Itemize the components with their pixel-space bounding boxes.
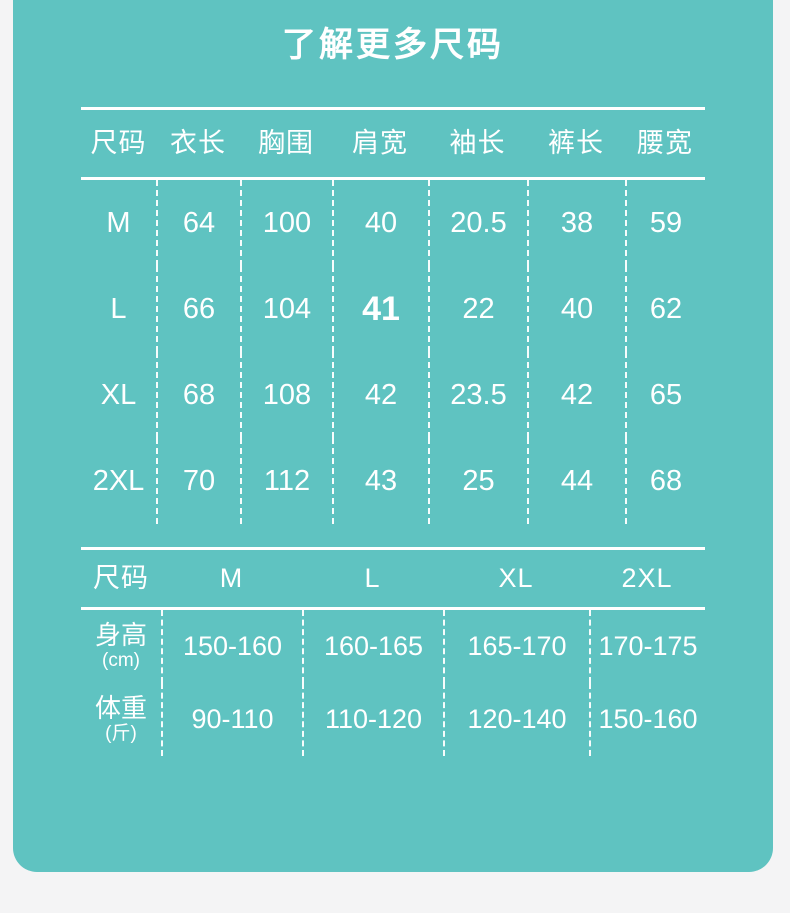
- row-label-text: 身高: [94, 620, 147, 651]
- measurement-cell: 23.5: [428, 352, 527, 438]
- row-label-unit: (cm): [102, 650, 140, 672]
- column-header-pants: 裤长: [548, 128, 604, 158]
- measurement-cell: 104: [240, 266, 332, 352]
- column-header-xl: XL: [498, 563, 534, 593]
- measurement-cell: 25: [428, 438, 527, 524]
- measurement-cell: 38: [527, 180, 625, 266]
- measurement-cell: 112: [240, 438, 332, 524]
- measurement-cell: 22: [428, 266, 527, 352]
- measurement-cell: 43: [332, 438, 428, 524]
- size-label: 2XL: [92, 464, 145, 497]
- column-header-2xl: 2XL: [621, 563, 673, 593]
- measurement-cell: 44: [527, 438, 625, 524]
- height-range-cell: 170-175: [589, 610, 705, 683]
- measurement-cell: 65: [625, 352, 705, 438]
- size-label: M: [106, 206, 131, 239]
- weight-range-cell: 90-110: [161, 683, 302, 756]
- weight-range-cell: 110-120: [302, 683, 443, 756]
- column-header-size: 尺码: [93, 563, 149, 593]
- height-range-cell: 165-170: [443, 610, 589, 683]
- column-header-sleeve: 袖长: [449, 128, 506, 158]
- size-label: XL: [100, 378, 137, 411]
- measurement-cell: 41: [332, 266, 428, 352]
- column-header-shoulder: 肩宽: [352, 128, 408, 158]
- fit-table-body: 身高 (cm) 150-160 160-165 165-170 170-175 …: [81, 610, 705, 756]
- size-label: L: [110, 292, 127, 325]
- measurement-cell: 40: [332, 180, 428, 266]
- measurement-cell: 62: [625, 266, 705, 352]
- fit-table-header-row: 尺码 M L XL 2XL: [81, 547, 705, 610]
- measurement-cell: 42: [332, 352, 428, 438]
- size-chart-panel: 了解更多尺码 尺码 衣长 胸围 肩宽 袖长 裤长 腰宽 M 64 100 40 …: [13, 0, 773, 872]
- measurement-cell: 100: [240, 180, 332, 266]
- row-label-unit: (斤): [105, 723, 137, 745]
- measurement-cell: 64: [156, 180, 240, 266]
- column-header-chest: 胸围: [258, 128, 314, 158]
- measurement-cell: 70: [156, 438, 240, 524]
- measurement-cell: 42: [527, 352, 625, 438]
- measurement-cell: 59: [625, 180, 705, 266]
- measurement-cell: 108: [240, 352, 332, 438]
- row-label-weight: 体重 (斤): [81, 683, 161, 756]
- measurement-cell: 68: [625, 438, 705, 524]
- column-header-l: L: [364, 563, 381, 593]
- measurement-cell: 66: [156, 266, 240, 352]
- measurements-table-header-row: 尺码 衣长 胸围 肩宽 袖长 裤长 腰宽: [81, 107, 705, 180]
- page-title: 了解更多尺码: [282, 26, 504, 64]
- measurement-cell: 20.5: [428, 180, 527, 266]
- measurements-table-body: M 64 100 40 20.5 38 59 L 66 104 41 22 40…: [81, 180, 705, 524]
- column-header-m: M: [219, 563, 244, 593]
- height-range-cell: 150-160: [161, 610, 302, 683]
- column-header-size: 尺码: [90, 128, 147, 158]
- column-header-waist: 腰宽: [637, 128, 693, 158]
- weight-range-cell: 150-160: [589, 683, 705, 756]
- column-header-length: 衣长: [170, 128, 226, 158]
- row-label-height: 身高 (cm): [81, 610, 161, 683]
- weight-range-cell: 120-140: [443, 683, 589, 756]
- fit-recommendation-table: 尺码 M L XL 2XL 身高 (cm) 150-160 160-165 16…: [81, 547, 705, 756]
- measurements-table: 尺码 衣长 胸围 肩宽 袖长 裤长 腰宽 M 64 100 40 20.5 38…: [81, 107, 705, 524]
- row-label-text: 体重: [94, 693, 147, 724]
- measurement-cell: 68: [156, 352, 240, 438]
- height-range-cell: 160-165: [302, 610, 443, 683]
- measurement-cell: 40: [527, 266, 625, 352]
